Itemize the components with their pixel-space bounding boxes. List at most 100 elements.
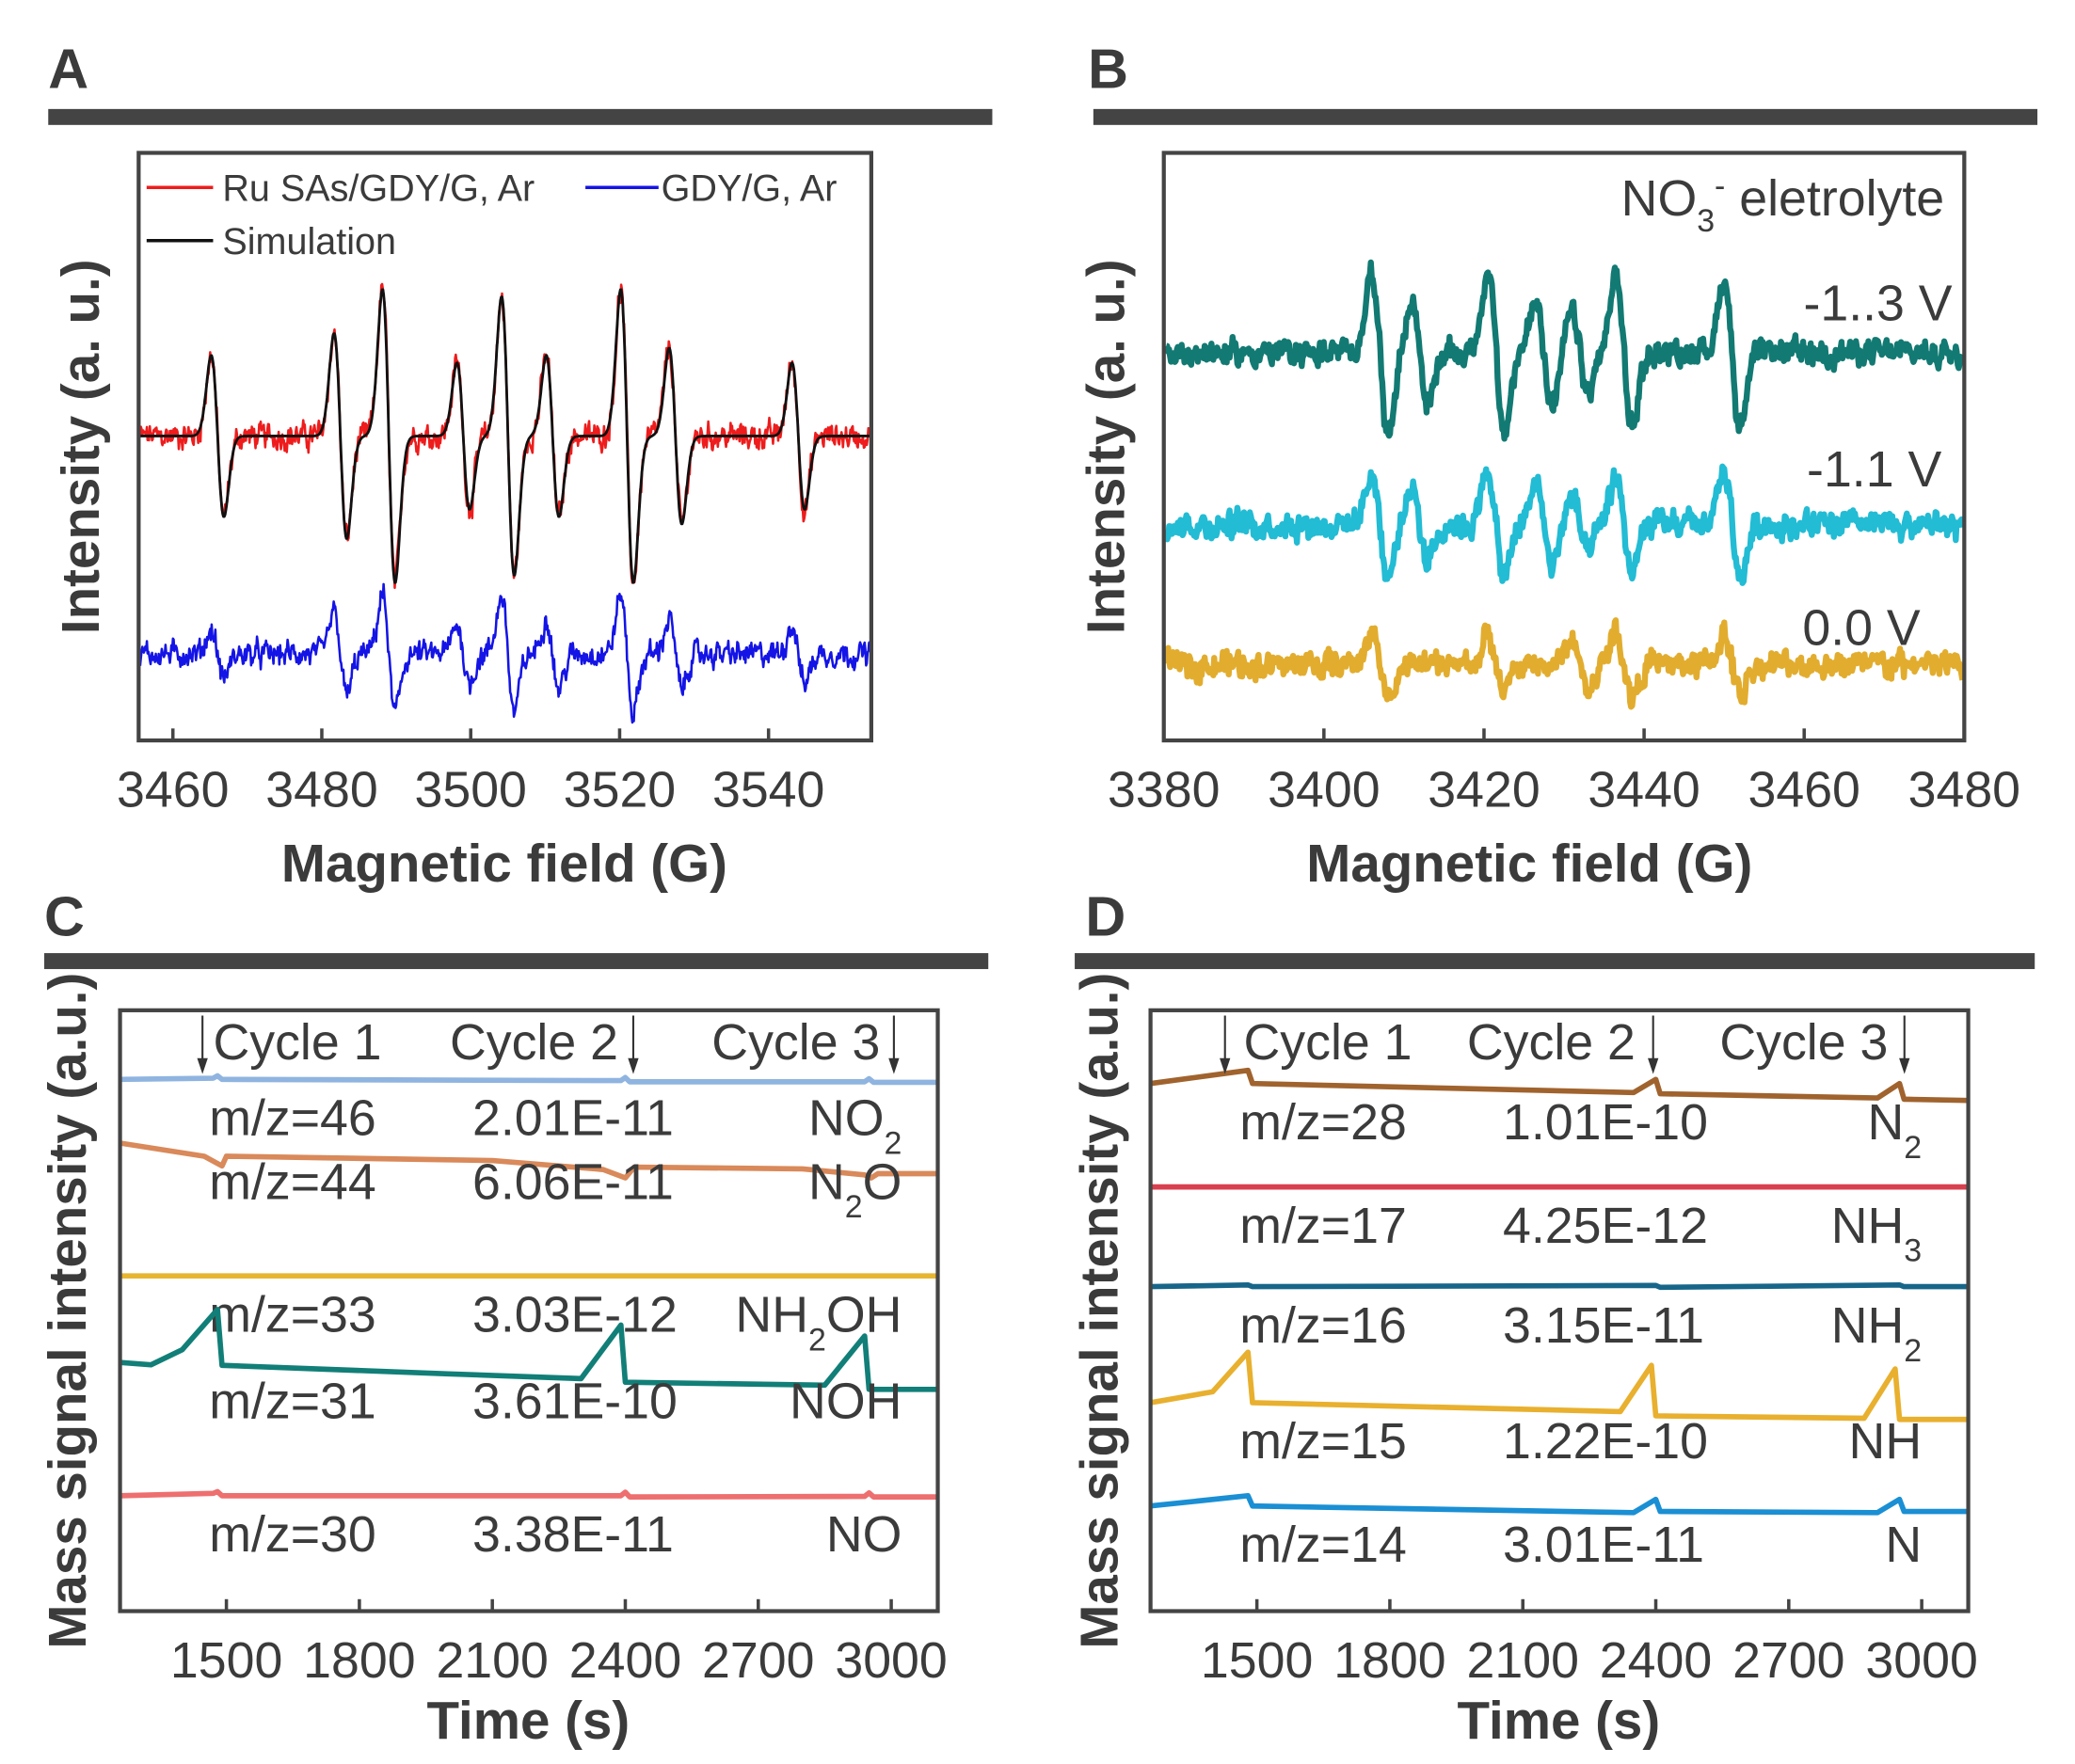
mz-label: m/z=15 — [1239, 1413, 1407, 1470]
x-tick-label: 2700 — [702, 1632, 814, 1689]
series-line-mz-28 — [1150, 1067, 1969, 1104]
x-tick-label: 3500 — [414, 762, 526, 818]
mz-label: m/z=31 — [209, 1373, 376, 1429]
cycle-label: Cycle 1 — [213, 1014, 381, 1071]
x-tick-label: 3520 — [564, 762, 676, 818]
electrolyte-annotation: NO3- eletrolyte — [1621, 168, 1944, 239]
mz-label: m/z=17 — [1239, 1198, 1407, 1254]
intensity-value: 3.38E-11 — [472, 1506, 674, 1563]
series-label-0v: 0.0 V — [1802, 599, 1921, 656]
cycle-marker-arrowhead — [197, 1057, 208, 1074]
plot-c: m/z=46 2.01E-11 NO2 m/z=44 6.06E-11 N2O m/z=33… — [120, 1014, 938, 1563]
species-label: N — [1885, 1517, 1922, 1573]
x-tick-label: 2400 — [569, 1632, 681, 1689]
x-tick-label: 1800 — [303, 1632, 415, 1689]
mz-label: m/z=16 — [1239, 1297, 1407, 1354]
x-tick-label: 3460 — [1748, 762, 1860, 818]
x-ticks-a: 3460 3480 3500 3520 3540 — [117, 728, 824, 818]
mz-label: m/z=28 — [1239, 1094, 1407, 1151]
series-line-mz-16 — [1150, 1281, 1969, 1291]
mz-label: m/z=46 — [209, 1090, 376, 1147]
cycle-label: Cycle 3 — [1719, 1014, 1888, 1071]
intensity-value: 3.61E-10 — [472, 1373, 678, 1429]
x-ticks-c: 1500 1800 2100 2400 2700 3000 — [170, 1598, 948, 1689]
series-line-mz-31 — [120, 1307, 938, 1392]
plot-a-frame — [136, 151, 873, 743]
species-label: N2 — [1867, 1094, 1922, 1166]
species-label: NH2OH — [735, 1286, 902, 1358]
panel-letter-a: A — [48, 37, 88, 100]
x-axis-title-a: Magnetic field (G) — [281, 834, 727, 893]
intensity-value: 6.06E-11 — [472, 1153, 674, 1210]
x-tick-label: 1800 — [1333, 1632, 1445, 1689]
intensity-value: 2.01E-11 — [472, 1090, 674, 1147]
x-axis-title-b: Magnetic field (G) — [1306, 834, 1752, 893]
mz-label: m/z=14 — [1239, 1517, 1407, 1573]
mz-label: m/z=33 — [209, 1286, 376, 1343]
series-line-0-0-v — [1163, 617, 1966, 710]
x-tick-label: 2400 — [1600, 1632, 1712, 1689]
legend-label-simulation: Simulation — [222, 221, 396, 262]
species-label: NO2 — [808, 1090, 902, 1162]
series-line-mz-44 — [120, 1140, 938, 1181]
x-tick-label: 3000 — [1865, 1632, 1977, 1689]
panel-letter-c: C — [44, 885, 85, 948]
x-tick-label: 3540 — [712, 762, 824, 818]
intensity-value: 4.25E-12 — [1503, 1198, 1708, 1254]
panel-d: D m/z=28 1.01E-10 N2 m/z=17 4.25E-12 NH3 m/z=1… — [1069, 885, 2035, 1750]
x-tick-label: 3380 — [1108, 762, 1220, 818]
series-line-mz-14 — [1150, 1493, 1969, 1516]
x-tick-label: 1500 — [170, 1632, 282, 1689]
x-tick-label: 3420 — [1428, 762, 1540, 818]
species-label: NH — [1849, 1413, 1923, 1470]
x-ticks-b: 3380 3400 3420 3440 3460 3480 — [1108, 728, 2020, 818]
series-line-mz-46 — [120, 1073, 938, 1086]
legend-label-ru: Ru SAs/GDY/G, Ar — [222, 167, 535, 209]
series-label-neg1-1v: -1.1 V — [1807, 441, 1941, 498]
panel-letter-b: B — [1088, 37, 1128, 100]
intensity-value: 3.03E-12 — [472, 1286, 678, 1343]
species-label: N2O — [808, 1153, 902, 1225]
plot-a — [138, 282, 871, 724]
mz-label: m/z=44 — [209, 1153, 376, 1210]
legend-label-gdy: GDY/G, Ar — [662, 167, 838, 209]
x-tick-label: 3480 — [1908, 762, 2020, 818]
series-line-simulation — [139, 288, 870, 584]
x-tick-label: 3440 — [1588, 762, 1700, 818]
plot-d: m/z=28 1.01E-10 N2 m/z=17 4.25E-12 NH3 m/z=16 3… — [1150, 1014, 1969, 1573]
panel-b-header-bar — [1093, 108, 2038, 125]
series-line-gdy-g-ar — [138, 582, 871, 724]
panel-letter-d: D — [1085, 885, 1125, 948]
cycle-label: Cycle 2 — [450, 1014, 618, 1071]
x-tick-label: 2100 — [436, 1632, 548, 1689]
panel-a-header-bar — [48, 108, 993, 125]
x-tick-label: 2100 — [1467, 1632, 1579, 1689]
cycle-marker-arrowhead — [1899, 1057, 1910, 1074]
x-tick-label: 3480 — [265, 762, 377, 818]
species-label: NH3 — [1831, 1198, 1922, 1269]
cycle-label: Cycle 3 — [711, 1014, 880, 1071]
intensity-value: 1.01E-10 — [1503, 1094, 1708, 1151]
x-tick-label: 1500 — [1201, 1632, 1313, 1689]
panel-a: A Ru SAs/GDY/G, Ar GDY/G, Ar Simulation … — [48, 37, 993, 893]
panel-c-header-bar — [44, 953, 989, 970]
plot-c-frame — [118, 1008, 940, 1613]
y-axis-title-c: Mass signal intensity (a.u.) — [38, 973, 97, 1649]
species-label: NOH — [790, 1373, 902, 1429]
plot-b — [1163, 259, 1966, 710]
x-tick-label: 3400 — [1268, 762, 1380, 818]
intensity-value: 3.15E-11 — [1503, 1297, 1704, 1354]
y-axis-title-d: Mass signal intensity (a.u.) — [1069, 973, 1128, 1649]
cycle-marker-arrowhead — [1220, 1057, 1231, 1074]
y-axis-title-b: Intensity (a. u.) — [1076, 259, 1135, 634]
x-axis-title-c: Time (s) — [427, 1691, 630, 1750]
cycle-label: Cycle 2 — [1467, 1014, 1636, 1071]
x-tick-label: 3460 — [117, 762, 229, 818]
panel-b: B NO3- eletrolyte -1..3 V -1.1 V 0.0 V 3… — [1076, 37, 2038, 893]
cycle-marker-arrowhead — [628, 1057, 639, 1074]
panel-d-header-bar — [1075, 953, 2035, 970]
plot-d-frame — [1148, 1008, 1971, 1613]
cycle-marker-arrowhead — [888, 1057, 900, 1074]
series-label-neg1-3v: -1..3 V — [1803, 276, 1952, 332]
